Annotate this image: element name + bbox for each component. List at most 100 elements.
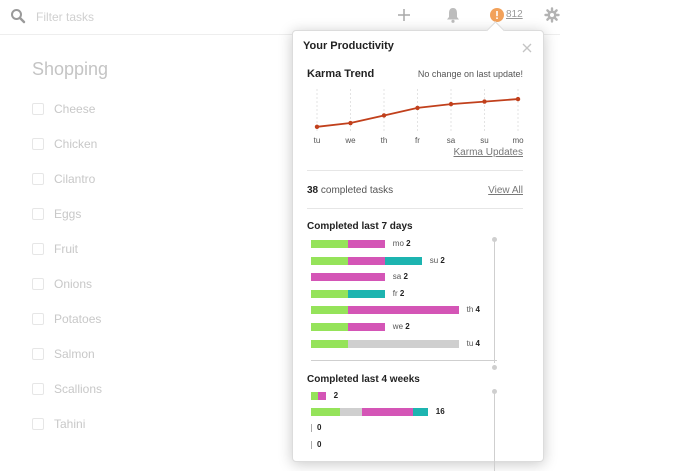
bar-day-label: su [429, 255, 439, 265]
bar-segment-pink [318, 392, 326, 400]
stacked-bar [311, 306, 459, 315]
karma-trend-point [415, 105, 420, 111]
bar-segment-teal [413, 408, 428, 417]
karma-trend-note: No change on last update! [417, 69, 523, 79]
karma-trend-title: Karma Trend [307, 68, 375, 80]
last-7-days-title: Completed last 7 days [307, 221, 413, 232]
task-checkbox[interactable] [32, 347, 44, 360]
bar-segment-green [311, 256, 348, 265]
bar-segment-green [311, 392, 319, 400]
x-tick-label: mo [512, 136, 524, 145]
task-item[interactable]: Onions [32, 266, 102, 301]
search-icon[interactable] [10, 8, 26, 24]
bar-label: th 4 [467, 305, 480, 314]
task-checkbox[interactable] [32, 242, 44, 255]
bar-segment-green [311, 240, 348, 248]
chart-axis-dot [492, 365, 497, 370]
bar-count: 2 [405, 322, 410, 331]
karma-trend-point [448, 101, 454, 107]
gear-icon[interactable] [544, 7, 560, 23]
task-checkbox[interactable] [32, 102, 44, 115]
bar-count: 2 [406, 239, 411, 248]
bar-label: 0 [317, 423, 321, 432]
stacked-bar [311, 289, 385, 298]
add-task-icon[interactable] [396, 7, 412, 23]
stacked-bar [311, 323, 385, 331]
task-label: Cilantro [54, 171, 96, 186]
task-list: Cheese Chicken Cilantro Eggs Fruit Onions Pota… [32, 91, 102, 441]
task-item[interactable]: Cilantro [32, 161, 102, 196]
task-checkbox[interactable] [32, 207, 44, 220]
bar-label: fr 2 [393, 289, 405, 298]
x-tick-label: we [344, 136, 356, 145]
bar-count: 4 [475, 305, 480, 315]
stacked-bar [311, 273, 385, 282]
task-checkbox[interactable] [32, 417, 44, 430]
bar-segment-pink [347, 256, 385, 265]
bar-label: tu 4 [467, 339, 480, 348]
chart-axis-line [494, 391, 495, 471]
bar-label: we 2 [393, 322, 410, 331]
task-label: Tahini [54, 416, 86, 431]
task-checkbox[interactable] [32, 172, 44, 185]
close-icon[interactable] [522, 40, 532, 53]
task-item[interactable]: Potatoes [32, 301, 102, 336]
task-item[interactable]: Scallions [32, 371, 102, 406]
task-label: Salmon [54, 346, 95, 361]
karma-score[interactable]: 812 [506, 9, 523, 20]
last-4-weeks-title: Completed last 4 weeks [307, 374, 420, 385]
stacked-bar [311, 256, 422, 265]
bar-day-label: tu [466, 338, 474, 348]
bar-segment-green [311, 306, 348, 315]
karma-trend-point [482, 99, 487, 104]
task-item[interactable]: Cheese [32, 91, 102, 126]
bar-day-label: fr [392, 288, 398, 298]
bell-icon[interactable] [445, 6, 461, 24]
bar-count: 0 [317, 439, 322, 449]
bar-count: 0 [317, 423, 322, 433]
karma-updates-link[interactable]: Karma Updates [453, 147, 523, 158]
productivity-popup: Your Productivity Karma Trend No change … [292, 21, 544, 471]
karma-icon[interactable] [490, 8, 504, 22]
view-all-link[interactable]: View All [488, 185, 523, 196]
bar-count: 4 [475, 338, 480, 348]
task-item[interactable]: Tahini [32, 406, 102, 441]
task-item[interactable]: Eggs [32, 196, 102, 231]
task-label: Fruit [54, 241, 78, 256]
list-title: Shopping [32, 59, 109, 79]
task-label: Scallions [54, 381, 103, 396]
stacked-bar [311, 408, 428, 417]
task-item[interactable]: Salmon [32, 336, 102, 371]
bar-segment-pink [347, 306, 459, 315]
task-label: Onions [54, 276, 93, 291]
stacked-bar [311, 240, 385, 248]
bar-label: sa 2 [393, 272, 408, 281]
x-tick-label: th [381, 136, 388, 145]
chart-baseline [311, 360, 497, 361]
task-checkbox[interactable] [32, 312, 44, 325]
stacked-bar [311, 339, 459, 348]
task-item[interactable]: Chicken [32, 126, 102, 161]
bar-label: 0 [317, 440, 321, 449]
divider [307, 170, 523, 171]
task-item[interactable]: Fruit [32, 231, 102, 266]
bar-segment-grey [347, 339, 459, 348]
karma-trend-point [515, 96, 521, 102]
task-checkbox[interactable] [32, 277, 44, 290]
x-tick-label: su [480, 136, 488, 145]
task-checkbox[interactable] [32, 137, 44, 150]
popup-title: Your Productivity [303, 40, 394, 52]
bar-count: 16 [435, 407, 445, 417]
task-checkbox[interactable] [32, 382, 44, 395]
bar-count: 2 [403, 272, 408, 282]
bar-count: 2 [440, 255, 445, 265]
bar-segment-grey [340, 408, 363, 417]
bar-label: 2 [334, 391, 338, 400]
empty-bar-tick [311, 424, 312, 433]
completed-count: 38 [307, 185, 319, 196]
bar-count: 2 [333, 391, 339, 400]
bar-segment-green [311, 289, 348, 298]
bar-label: 16 [436, 407, 445, 416]
task-label: Eggs [54, 206, 82, 221]
filter-tasks-input[interactable] [34, 7, 238, 27]
